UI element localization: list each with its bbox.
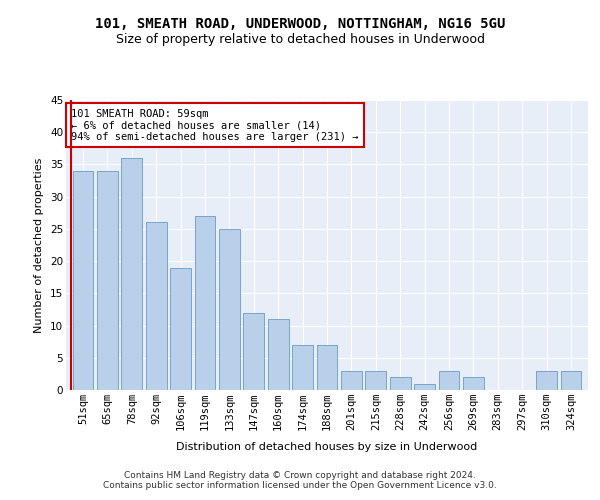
- Bar: [414, 384, 435, 390]
- Bar: [317, 345, 337, 390]
- Bar: [439, 370, 460, 390]
- Bar: [97, 171, 118, 390]
- Bar: [365, 370, 386, 390]
- Bar: [73, 171, 94, 390]
- Text: Distribution of detached houses by size in Underwood: Distribution of detached houses by size …: [176, 442, 478, 452]
- Text: Contains public sector information licensed under the Open Government Licence v3: Contains public sector information licen…: [103, 482, 497, 490]
- Bar: [268, 319, 289, 390]
- Bar: [292, 345, 313, 390]
- Text: 101 SMEATH ROAD: 59sqm
← 6% of detached houses are smaller (14)
94% of semi-deta: 101 SMEATH ROAD: 59sqm ← 6% of detached …: [71, 108, 359, 142]
- Bar: [560, 370, 581, 390]
- Text: Contains HM Land Registry data © Crown copyright and database right 2024.: Contains HM Land Registry data © Crown c…: [124, 472, 476, 480]
- Bar: [536, 370, 557, 390]
- Bar: [390, 377, 410, 390]
- Bar: [244, 312, 264, 390]
- Text: Size of property relative to detached houses in Underwood: Size of property relative to detached ho…: [115, 32, 485, 46]
- Y-axis label: Number of detached properties: Number of detached properties: [34, 158, 44, 332]
- Bar: [463, 377, 484, 390]
- Bar: [341, 370, 362, 390]
- Bar: [121, 158, 142, 390]
- Bar: [170, 268, 191, 390]
- Text: 101, SMEATH ROAD, UNDERWOOD, NOTTINGHAM, NG16 5GU: 101, SMEATH ROAD, UNDERWOOD, NOTTINGHAM,…: [95, 18, 505, 32]
- Bar: [194, 216, 215, 390]
- Bar: [219, 229, 240, 390]
- Bar: [146, 222, 167, 390]
